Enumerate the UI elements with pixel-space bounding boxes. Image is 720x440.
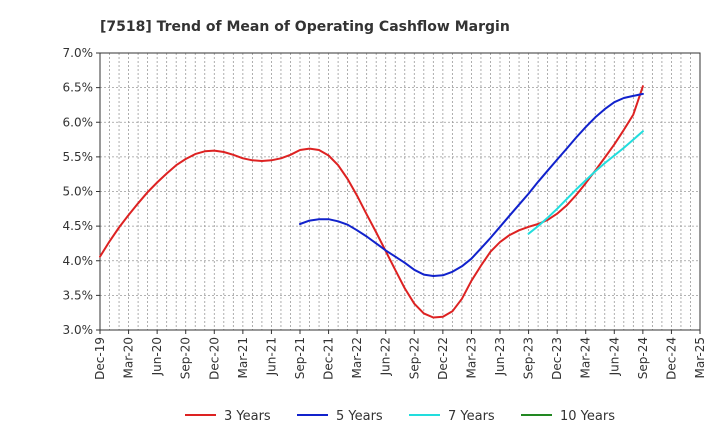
x-tick-label: Jun-21 <box>264 337 278 376</box>
legend-label: 7 Years <box>448 409 495 424</box>
x-tick-label: Dec-23 <box>550 337 564 380</box>
y-tick-label: 4.5% <box>63 219 94 233</box>
legend-label: 3 Years <box>224 409 271 424</box>
x-tick-label: Jun-24 <box>607 337 621 376</box>
series-line-3-years <box>99 85 644 319</box>
x-tick-label: Dec-21 <box>322 337 336 380</box>
x-tick-label: Sep-20 <box>179 337 193 379</box>
y-tick-label: 4.0% <box>63 254 94 268</box>
chart-title: [7518] Trend of Mean of Operating Cashfl… <box>100 19 510 35</box>
x-tick-label: Mar-20 <box>122 337 136 378</box>
x-tick-label: Mar-25 <box>693 337 707 378</box>
x-tick-label: Mar-23 <box>464 337 478 378</box>
legend: 3 Years 5 Years 7 Years 10 Years <box>185 409 615 424</box>
y-tick-label: 5.5% <box>63 150 94 164</box>
grid <box>100 53 700 330</box>
y-axis: 3.0% 3.5% 4.0% 4.5% 5.0% 5.5% 6.0% 6.5% 7.0% <box>63 46 100 337</box>
series-line-7-years <box>527 130 644 235</box>
x-tick-label: Dec-24 <box>664 337 678 380</box>
legend-label: 5 Years <box>336 409 383 424</box>
legend-label: 10 Years <box>560 409 615 424</box>
y-tick-label: 3.5% <box>63 288 94 302</box>
x-tick-label: Dec-20 <box>207 337 221 380</box>
x-tick-label: Jun-22 <box>379 337 393 376</box>
x-tick-label: Jun-20 <box>150 337 164 376</box>
x-tick-label: Mar-22 <box>350 337 364 378</box>
x-tick-label: Jun-23 <box>493 337 507 376</box>
x-axis: Dec-19 Mar-20 Jun-20 Sep-20 Dec-20 Mar-21 Jun-… <box>93 330 707 380</box>
x-tick-label: Mar-24 <box>579 337 593 378</box>
x-tick-label: Sep-24 <box>636 337 650 379</box>
y-tick-label: 5.0% <box>63 185 94 199</box>
x-tick-label: Sep-22 <box>407 337 421 379</box>
x-tick-label: Mar-21 <box>236 337 250 378</box>
y-tick-label: 6.5% <box>63 81 94 95</box>
y-tick-label: 3.0% <box>63 323 94 337</box>
x-tick-label: Dec-22 <box>436 337 450 380</box>
x-tick-label: Sep-23 <box>522 337 536 379</box>
series-line-5-years <box>299 92 644 277</box>
x-tick-label: Dec-19 <box>93 337 107 380</box>
y-tick-label: 7.0% <box>63 46 94 60</box>
series-lines <box>99 85 644 319</box>
x-tick-label: Sep-21 <box>293 337 307 379</box>
y-tick-label: 6.0% <box>63 115 94 129</box>
